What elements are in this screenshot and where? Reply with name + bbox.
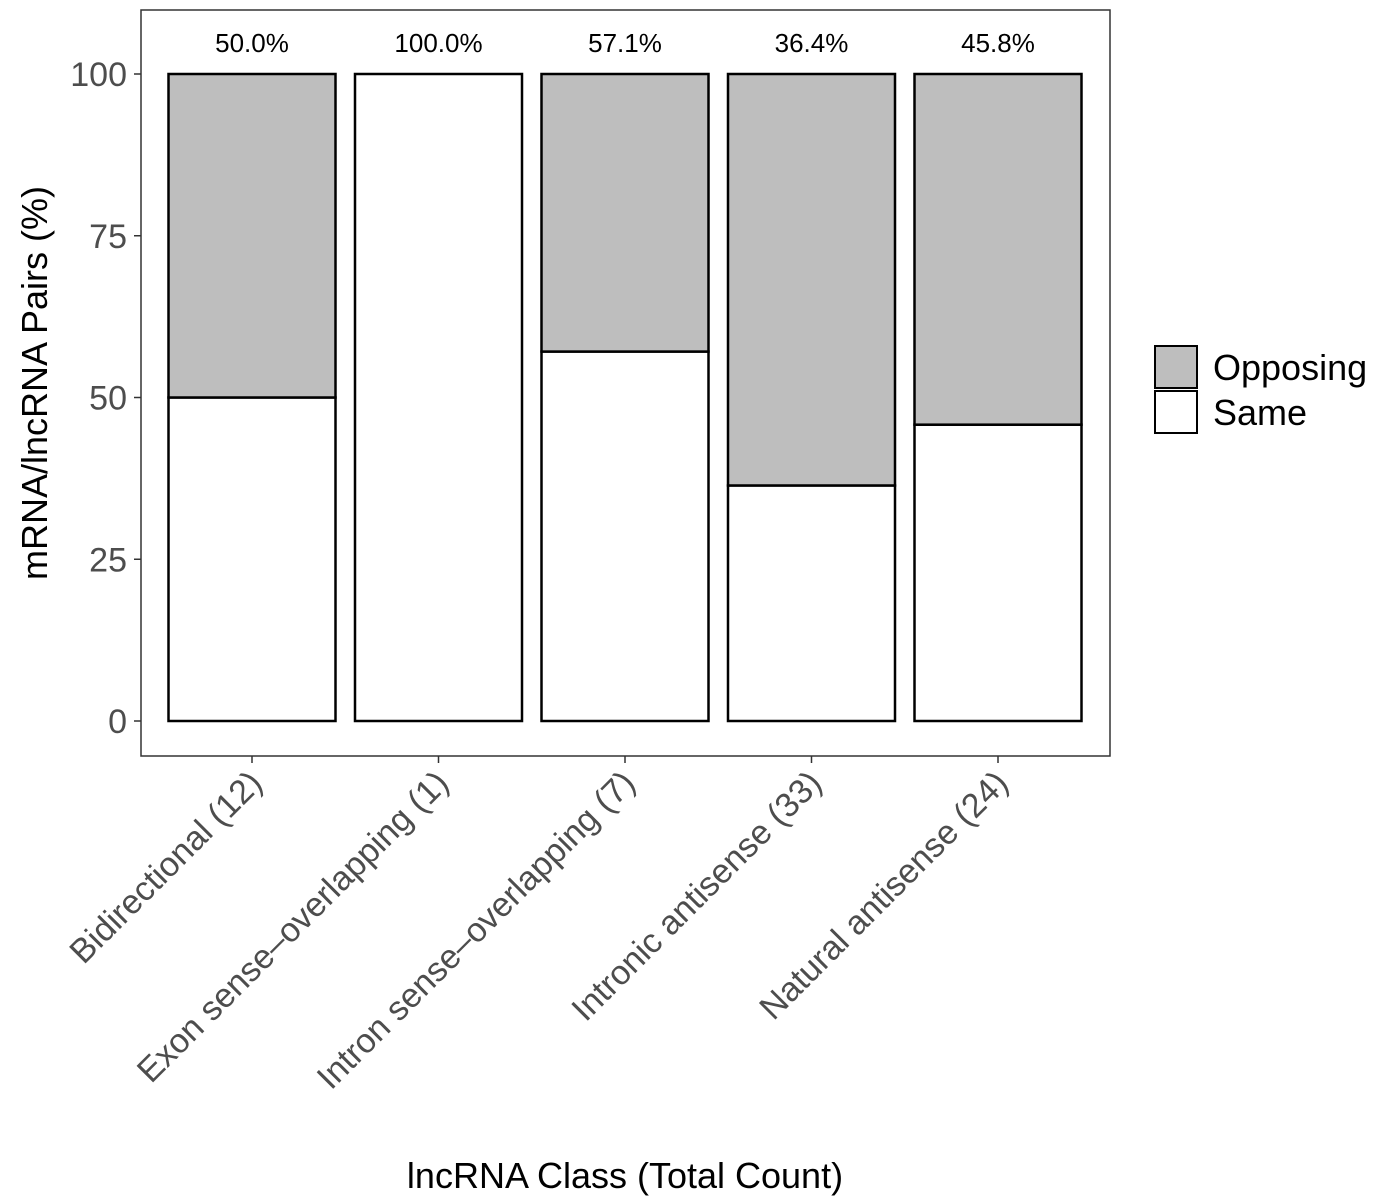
x-axis-title: lncRNA Class (Total Count)	[407, 1155, 843, 1196]
x-tick-label-3: Intron sense–overlapping (7)	[310, 764, 643, 1097]
bar-opposing-4	[726, 72, 897, 487]
y-tick-label-0: 0	[108, 703, 127, 741]
y-tick-label-75: 75	[89, 218, 127, 256]
bar-same-2	[353, 72, 524, 723]
y-tick-label-25: 25	[89, 541, 127, 579]
bar-label-3: 57.1%	[588, 28, 662, 58]
legend-swatch-opposing	[1154, 345, 1198, 389]
legend-label-opposing: Opposing	[1213, 347, 1367, 388]
bar-opposing-1	[167, 72, 337, 399]
bar-label-4: 36.4%	[775, 28, 849, 58]
y-axis-title: mRNA/lncRNA Pairs (%)	[14, 186, 55, 580]
bar-label-1: 50.0%	[215, 28, 289, 58]
bar-label-2: 100.0%	[394, 28, 482, 58]
bar-opposing-3	[540, 72, 710, 353]
y-tick-label-50: 50	[89, 380, 127, 418]
bar-opposing-5	[913, 72, 1083, 426]
bar-same-4	[726, 484, 897, 723]
bar-same-3	[540, 350, 710, 723]
x-tick-label-2: Exon sense–overlapping (1)	[130, 764, 456, 1090]
bar-same-5	[913, 423, 1083, 723]
bar-label-5: 45.8%	[961, 28, 1035, 58]
bar-same-1	[167, 396, 337, 723]
x-axis: Bidirectional (12)Exon sense–overlapping…	[62, 756, 1016, 1097]
legend-swatch-same	[1154, 390, 1198, 434]
x-tick-label-1: Bidirectional (12)	[62, 764, 269, 971]
legend-label-same: Same	[1213, 392, 1307, 433]
bars-group	[167, 72, 1083, 723]
y-tick-label-100: 100	[70, 56, 127, 94]
y-axis: 0 25 50 75 100	[70, 56, 141, 741]
bar-labels-group: 50.0% 100.0% 57.1% 36.4% 45.8%	[215, 28, 1035, 58]
